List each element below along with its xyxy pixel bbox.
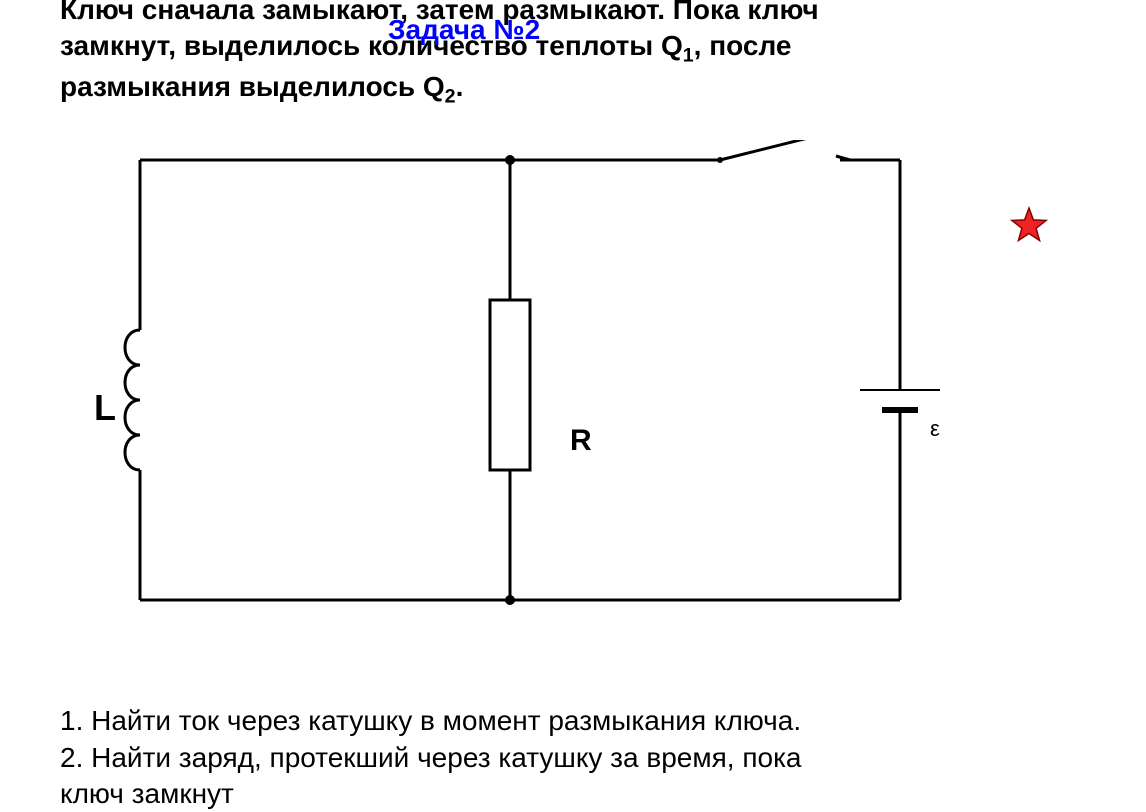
star-svg <box>1008 204 1050 246</box>
svg-text:ε: ε <box>930 416 940 441</box>
line2a: размыкания выделилось Q <box>60 71 445 102</box>
q3-text: ключ замкнут <box>60 778 234 809</box>
svg-text:R: R <box>570 424 592 457</box>
svg-text:L: L <box>94 387 116 428</box>
question-2-truncated: ключ замкнут <box>60 776 234 812</box>
question-1: 1. Найти ток через катушку в момент разм… <box>60 703 801 739</box>
line2: размыкания выделилось Q2. <box>60 69 791 110</box>
line2sub: 2 <box>445 86 456 108</box>
line1sub: 1 <box>683 45 694 67</box>
circuit-svg: L Rε <box>80 140 980 620</box>
question-2: 2. Найти заряд, протекший через катушку … <box>60 740 802 776</box>
q2-text: 2. Найти заряд, протекший через катушку … <box>60 742 802 773</box>
title-overlay: Задача №2 <box>388 14 540 46</box>
star-icon <box>1008 204 1050 251</box>
q1-text: 1. Найти ток через катушку в момент разм… <box>60 705 801 736</box>
title-text: Задача №2 <box>388 14 540 45</box>
line2b: . <box>456 71 464 102</box>
line1a: замкнут, выделилось количество теплоты Q <box>60 30 683 61</box>
circuit-diagram: L Rε <box>80 140 980 620</box>
line1b: , после <box>694 30 792 61</box>
star-poly <box>1012 208 1046 241</box>
